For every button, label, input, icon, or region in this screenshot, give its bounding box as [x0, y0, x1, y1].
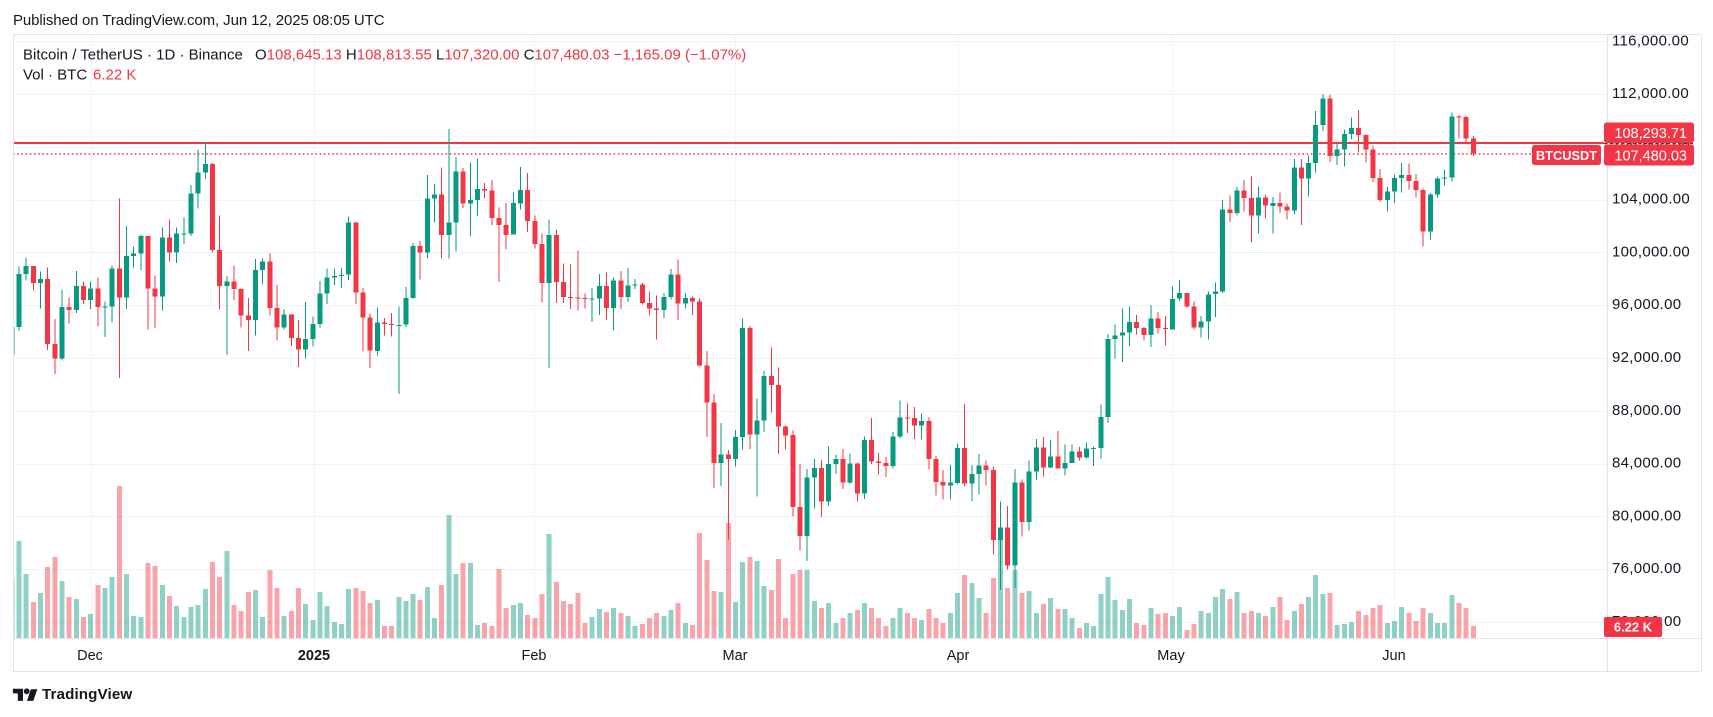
svg-text:112,000.00: 112,000.00 [1612, 85, 1689, 102]
svg-text:92,000.00: 92,000.00 [1612, 349, 1681, 366]
svg-text:Dec: Dec [77, 648, 103, 664]
svg-text:80,000.00: 80,000.00 [1612, 507, 1681, 524]
svg-text:2025: 2025 [298, 648, 330, 664]
svg-text:100,000.00: 100,000.00 [1612, 244, 1690, 261]
svg-text:76,000.00: 76,000.00 [1612, 560, 1681, 577]
svg-text:88,000.00: 88,000.00 [1612, 402, 1681, 419]
svg-text:108,293.71: 108,293.71 [1614, 126, 1687, 142]
svg-text:96,000.00: 96,000.00 [1612, 296, 1681, 313]
svg-text:Jun: Jun [1382, 648, 1405, 664]
svg-text:Feb: Feb [522, 648, 547, 664]
svg-text:O108,645.13 H108,813.55 L107: O108,645.13 H108,813.55 L107,320.00 C107… [255, 47, 746, 64]
svg-text:TradingView: TradingView [42, 686, 132, 703]
svg-text:6.22 K: 6.22 K [93, 67, 136, 84]
svg-text:May: May [1157, 648, 1185, 664]
svg-text:6.22 K: 6.22 K [1614, 620, 1653, 635]
svg-text:Published on TradingView.com,: Published on TradingView.com, Jun 12, 20… [13, 12, 385, 29]
svg-text:84,000.00: 84,000.00 [1612, 455, 1681, 472]
svg-text:Vol · BTC: Vol · BTC [23, 67, 87, 84]
svg-text:116,000.00: 116,000.00 [1612, 32, 1689, 49]
svg-text:Mar: Mar [723, 648, 748, 664]
svg-text:BTCUSDT: BTCUSDT [1536, 148, 1597, 163]
svg-text:107,480.03: 107,480.03 [1614, 148, 1687, 164]
svg-text:104,000.00: 104,000.00 [1612, 191, 1690, 208]
svg-text:Apr: Apr [947, 648, 970, 664]
svg-text:Bitcoin / TetherUS · 1D · Bina: Bitcoin / TetherUS · 1D · Binance [23, 47, 243, 64]
